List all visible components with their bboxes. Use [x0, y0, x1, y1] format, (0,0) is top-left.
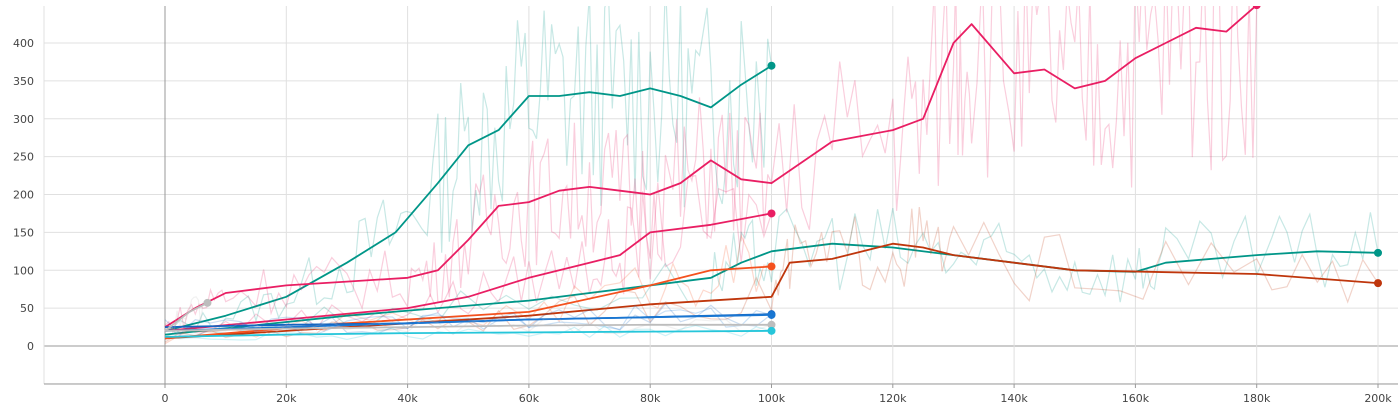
- series-line[interactable]: [164, 330, 772, 338]
- axes: [43, 6, 1398, 388]
- series-raw-trace: [164, 207, 1379, 338]
- series-end-point[interactable]: [1374, 248, 1382, 257]
- y-tick-label: 200: [13, 189, 34, 202]
- x-tick-label: 0: [162, 392, 169, 405]
- series-end-point[interactable]: [767, 320, 776, 329]
- x-tick-label: 40k: [397, 392, 418, 405]
- x-tick-label: 60k: [519, 392, 540, 405]
- x-tick-label: 100k: [758, 392, 786, 405]
- series-raw-trace: [164, 6, 1258, 334]
- grid: [44, 6, 1398, 385]
- y-tick-label: 100: [13, 264, 34, 277]
- series-line[interactable]: [164, 64, 772, 332]
- series-end-point[interactable]: [1252, 1, 1261, 10]
- x-tick-label: 200k: [1364, 392, 1392, 405]
- y-tick-label: 150: [13, 226, 34, 239]
- y-tick-label: 400: [13, 37, 34, 50]
- series-end-point[interactable]: [767, 262, 776, 271]
- x-tick-label: 20k: [276, 392, 297, 405]
- x-tick-label: 180k: [1243, 392, 1271, 405]
- y-tick-label: 50: [20, 302, 34, 315]
- series-raw-trace: [164, 6, 773, 332]
- series-end-point[interactable]: [767, 326, 776, 335]
- series-raw-trace: [164, 302, 772, 335]
- series-line[interactable]: [164, 242, 1379, 336]
- x-tick-label: 80k: [640, 392, 661, 405]
- series-raw-trace: [164, 296, 208, 334]
- series-end-point[interactable]: [1374, 279, 1382, 288]
- series-end-point[interactable]: [767, 310, 776, 319]
- series-line[interactable]: [164, 314, 772, 332]
- series-raw-trace: [164, 317, 772, 337]
- x-tick-label: 120k: [879, 392, 907, 405]
- series-line[interactable]: [164, 5, 1258, 328]
- series-line[interactable]: [164, 212, 772, 332]
- x-tick-label: 140k: [1000, 392, 1028, 405]
- series-raw-trace: [164, 174, 773, 334]
- series-line[interactable]: [164, 301, 208, 332]
- series-end-point[interactable]: [767, 209, 776, 218]
- series-line[interactable]: [164, 323, 772, 332]
- series-end-point[interactable]: [203, 298, 212, 307]
- series-lines: [164, 1, 1382, 345]
- y-tick-label: 300: [13, 113, 34, 126]
- y-tick-label: 0: [27, 340, 34, 353]
- tick-labels: 0 50 100 150 200 250 300 350 400 0 20k 40k 60k 80k 100…: [13, 37, 1392, 405]
- series-end-point[interactable]: [767, 61, 776, 70]
- y-tick-label: 350: [13, 75, 34, 88]
- y-tick-label: 250: [13, 151, 34, 164]
- x-tick-label: 160k: [1122, 392, 1150, 405]
